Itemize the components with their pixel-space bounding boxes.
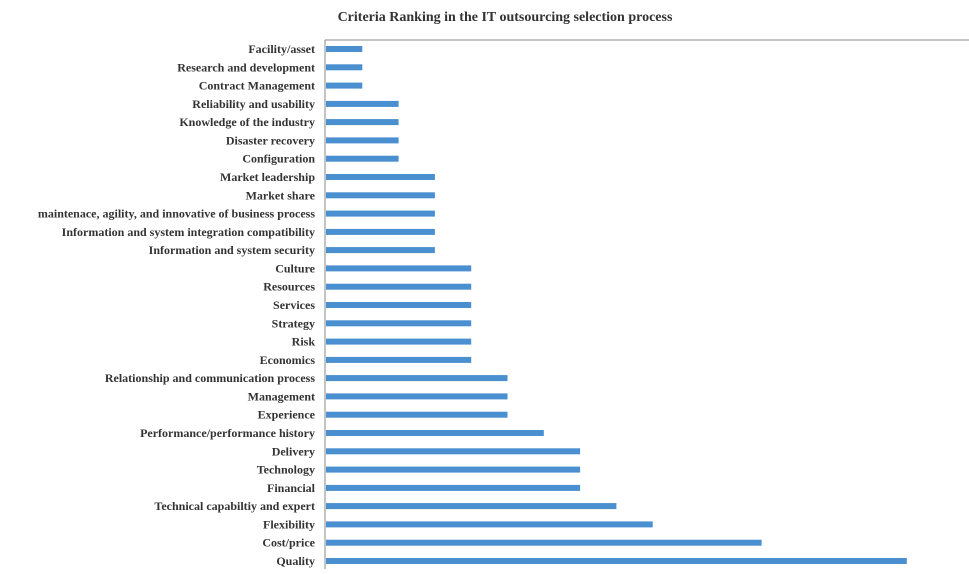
bar bbox=[326, 210, 435, 217]
bar bbox=[326, 100, 399, 107]
category-label: Configuration bbox=[242, 152, 315, 166]
category-label: Performance/performance history bbox=[140, 426, 315, 440]
category-label: Facility/asset bbox=[248, 42, 315, 56]
bar bbox=[326, 430, 544, 436]
category-label: Reliability and usability bbox=[192, 97, 315, 111]
category-label: Disaster recovery bbox=[226, 133, 315, 147]
bar bbox=[326, 393, 508, 400]
bar bbox=[326, 411, 508, 418]
bar bbox=[326, 192, 435, 199]
category-label: Financial bbox=[267, 481, 316, 495]
category-labels: Facility/asset Research and development Co… bbox=[38, 42, 316, 568]
category-label: Contract Management bbox=[199, 79, 315, 93]
bar bbox=[326, 539, 762, 546]
category-label: Risk bbox=[292, 335, 316, 349]
bar bbox=[326, 558, 907, 564]
bar bbox=[326, 356, 472, 363]
bar bbox=[326, 375, 508, 382]
category-label: Quality bbox=[276, 554, 315, 568]
bar bbox=[326, 484, 581, 491]
bar bbox=[326, 320, 472, 327]
category-label: Resources bbox=[263, 280, 315, 294]
category-label: maintenace, agility, and innovative of b… bbox=[38, 207, 315, 221]
bar bbox=[326, 521, 653, 528]
bar bbox=[326, 155, 399, 162]
category-label: Strategy bbox=[272, 316, 315, 330]
bar bbox=[326, 247, 435, 254]
category-label: Experience bbox=[258, 408, 316, 422]
category-label: Market share bbox=[246, 188, 316, 202]
bar bbox=[326, 283, 472, 290]
category-label: Technical capabiltiy and expert bbox=[154, 499, 315, 513]
category-label: Relationship and communication process bbox=[105, 371, 315, 385]
bar bbox=[326, 174, 435, 180]
bar bbox=[326, 448, 581, 455]
category-label: Technology bbox=[257, 463, 315, 477]
bar bbox=[326, 503, 617, 510]
bar bbox=[326, 466, 581, 473]
bar bbox=[326, 302, 472, 308]
bar bbox=[326, 46, 363, 52]
bar bbox=[326, 228, 435, 235]
category-label: Management bbox=[248, 389, 315, 403]
category-label: Economics bbox=[260, 353, 316, 367]
category-label: Culture bbox=[275, 261, 315, 275]
category-label: Market leadership bbox=[220, 170, 315, 184]
category-label: Research and development bbox=[177, 60, 315, 74]
bar bbox=[326, 82, 363, 89]
category-label: Services bbox=[273, 298, 315, 312]
bar bbox=[326, 265, 472, 272]
chart-title: Criteria Ranking in the IT outsourcing s… bbox=[338, 10, 673, 25]
category-label: Information and system security bbox=[149, 243, 315, 257]
bars-layer bbox=[326, 46, 907, 564]
bar bbox=[326, 64, 363, 71]
bar bbox=[326, 338, 472, 345]
category-label: Cost/price bbox=[262, 536, 315, 550]
category-label: Knowledge of the industry bbox=[179, 115, 315, 129]
category-label: Delivery bbox=[272, 444, 315, 458]
category-label: Information and system integration compa… bbox=[62, 225, 315, 239]
bar bbox=[326, 119, 399, 126]
bar bbox=[326, 137, 399, 144]
category-label: Flexibility bbox=[263, 517, 315, 531]
